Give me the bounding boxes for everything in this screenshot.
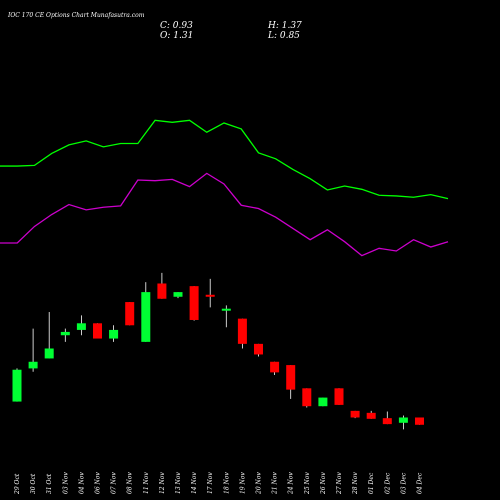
open-readout: O: 1.31: [160, 31, 193, 41]
candle-body: [109, 329, 119, 339]
candle-body: [205, 294, 215, 297]
x-tick-label: 11 Nov: [143, 472, 150, 494]
chart-title: IOC 170 CE Options Chart Munafasutra.com: [7, 12, 145, 19]
candle-body: [237, 318, 247, 344]
candle-body: [76, 323, 86, 330]
candle-body: [44, 348, 54, 359]
candle-body: [157, 283, 167, 299]
candle-body: [415, 417, 424, 425]
candle-body: [398, 417, 408, 423]
x-tick-label: 02 Dec: [384, 472, 391, 494]
x-tick-label: 13 Nov: [175, 472, 182, 494]
candle-body: [318, 397, 328, 407]
x-tick-label: 29 Oct: [14, 473, 21, 495]
candle-body: [93, 323, 102, 339]
x-tick-label: 21 Nov: [272, 472, 279, 495]
x-tick-label: 08 Nov: [127, 472, 134, 494]
x-tick-label: 17 Nov: [207, 472, 214, 494]
x-tick-label: 19 Nov: [239, 472, 246, 494]
candles-group: [12, 272, 424, 430]
lower-band-line: [0, 172, 449, 257]
candle-body: [382, 418, 392, 425]
candle-body: [270, 361, 280, 373]
x-axis-ticks: 29 Oct 30 Oct 31 Oct 03 Nov 04 Nov 06 Nov 07 N…: [14, 472, 424, 495]
x-tick-label: 25 Nov: [304, 472, 311, 495]
candle-body: [60, 331, 70, 336]
candle-body: [334, 388, 344, 405]
x-tick-label: 24 Nov: [288, 472, 295, 495]
x-tick-label: 01 Dec: [368, 472, 375, 494]
low-readout: L: 0.85: [267, 31, 300, 41]
candle-body: [28, 361, 38, 369]
candle-body: [254, 343, 263, 355]
candle-body: [350, 410, 360, 418]
x-tick-label: 20 Nov: [256, 472, 263, 495]
x-tick-label: 04 Nov: [78, 472, 85, 494]
x-tick-label: 03 Nov: [62, 472, 69, 494]
x-tick-label: 06 Nov: [95, 472, 102, 494]
x-tick-label: 14 Nov: [191, 472, 198, 494]
upper-band-line: [0, 119, 449, 200]
candle-body: [286, 365, 296, 390]
x-tick-label: 31 Oct: [46, 473, 53, 494]
x-tick-label: 03 Dec: [400, 472, 407, 494]
candle-body: [141, 292, 151, 342]
x-tick-label: 07 Nov: [111, 472, 118, 494]
x-tick-label: 28 Nov: [352, 472, 359, 495]
candle-body: [125, 302, 135, 326]
x-tick-label: 27 Nov: [336, 472, 343, 495]
candle-body: [221, 308, 231, 311]
candle-body: [12, 369, 22, 402]
candle-body: [173, 292, 183, 297]
x-tick-label: 30 Oct: [30, 473, 37, 494]
close-readout: C: 0.93: [160, 21, 193, 31]
candle-body: [189, 286, 199, 320]
x-tick-label: 04 Dec: [417, 472, 424, 494]
candle-body: [302, 388, 312, 407]
x-tick-label: 26 Nov: [320, 472, 327, 495]
high-readout: H: 1.37: [267, 21, 302, 31]
x-tick-label: 12 Nov: [159, 472, 166, 494]
x-tick-label: 18 Nov: [223, 472, 230, 494]
candle-body: [366, 412, 376, 419]
